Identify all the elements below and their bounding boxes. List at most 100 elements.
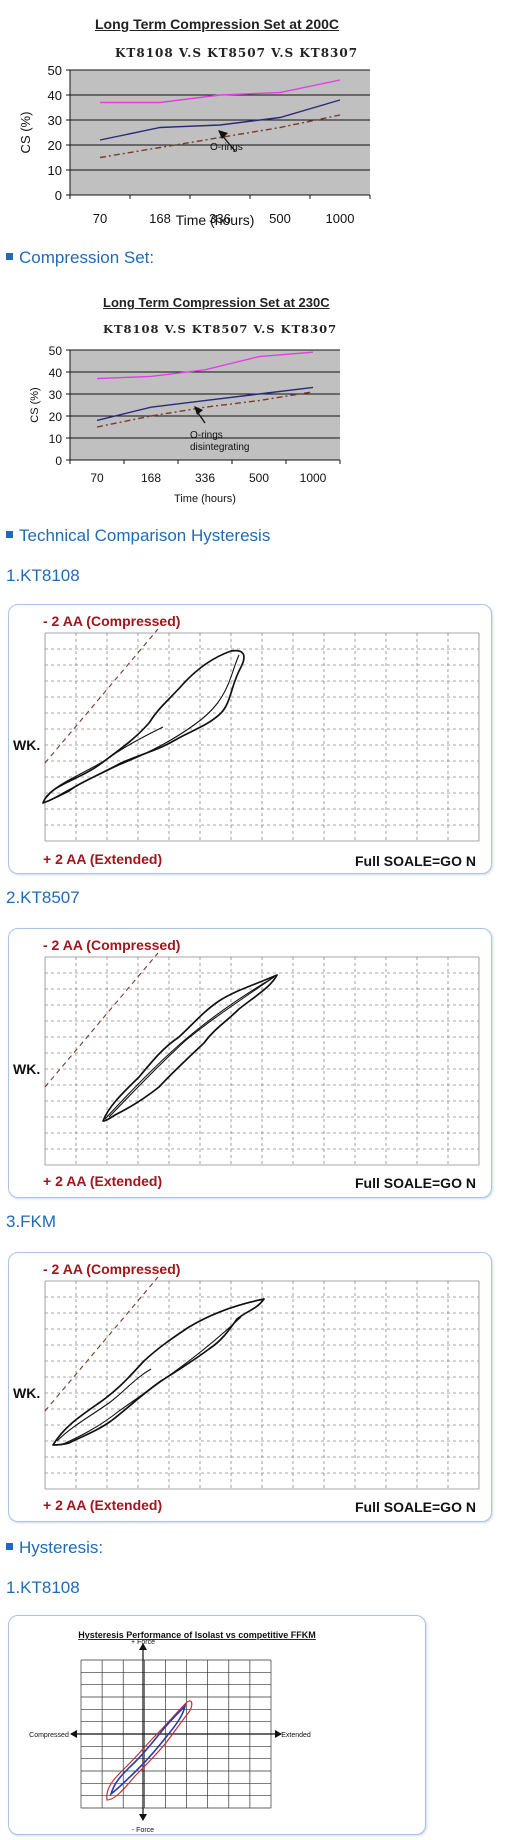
label-full-scale: Full SOALE=GO N [355,853,476,869]
heading-hysteresis-text: Hysteresis: [19,1538,104,1557]
x-tick-label: 500 [269,211,291,226]
hysteresis-panel-kt8507: - 2 AA (Compressed) WK. + 2 AA (Extended… [8,928,492,1198]
label-extended: + 2 AA (Extended) [43,1497,163,1513]
annotation-arrowhead [218,130,228,139]
chart-230c-subtitle: KT8108 V.S KT8507 V.S KT8307 [103,322,338,336]
chart-230c-title: Long Term Compression Set at 230C [103,295,330,310]
hysteresis-loop-inner [48,654,240,802]
x-tick-label: 70 [90,471,104,485]
axis-annotation: Extended [281,1732,311,1739]
hysteresis-loop-inner [108,976,275,1118]
y-tick-label: 10 [48,163,62,178]
hysteresis-loop-inner [60,1316,242,1446]
x-tick-label: 70 [93,211,107,226]
axis-annotation: + Force [131,1639,155,1646]
hysteresis-panel-fkm: - 2 AA (Compressed) WK. + 2 AA (Extended… [8,1252,492,1522]
heading-technical-comparison-text: Technical Comparison Hysteresis [19,526,271,545]
label-wk: WK. [13,737,41,753]
x-axis-label: Time (hours) [174,493,236,505]
annotation-arrowhead [194,406,203,415]
bullet-square-icon [6,531,13,539]
arrow-right-icon [275,1730,282,1738]
annotation-label: O-rings [210,142,243,153]
isolast-loop [109,1703,187,1797]
label-compressed: - 2 AA (Compressed) [43,937,181,953]
label-full-scale: Full SOALE=GO N [355,1499,476,1515]
y-tick-label: 10 [49,432,63,446]
chart-200c-title: Long Term Compression Set at 200C [95,16,340,32]
axis-annotation: - Force [132,1827,154,1834]
hysteresis-loop-outer [102,974,278,1122]
hysteresis-plot-fkm [44,1276,480,1490]
chart-230c: Long Term Compression Set at 230C KT8108… [0,280,420,510]
y-tick-label: 20 [49,410,63,424]
x-tick-label: 1000 [326,211,355,226]
x-tick-label: 336 [195,471,215,485]
heading-compression-set: Compression Set: [6,248,154,268]
y-tick-label: 40 [48,88,62,103]
y-tick-label: 20 [48,138,62,153]
hysteresis-performance-title: Hysteresis Performance of Isolast vs com… [78,1630,316,1640]
series-line-1 [96,386,314,422]
x-tick-label: 336 [209,211,231,226]
y-tick-label: 30 [49,388,63,402]
reference-dashed-line [44,952,159,1088]
label-compressed: - 2 AA (Compressed) [43,613,181,629]
series-line-1 [99,99,341,141]
ffkm-loop [106,1700,193,1801]
series-line-0 [96,351,314,380]
heading-item-kt8108-b: 1.KT8108 [6,1578,80,1597]
label-extended: + 2 AA (Extended) [43,851,163,867]
heading-hysteresis: Hysteresis: [6,1538,103,1558]
chart-200c: Long Term Compression Set at 200C KT8108… [0,0,400,245]
bullet-square-icon [6,253,13,261]
heading-compression-set-text: Compression Set: [19,248,155,267]
hysteresis-performance-panel: Hysteresis Performance of Isolast vs com… [8,1615,426,1835]
heading-item-kt8108: 1.KT8108 [6,566,80,585]
hysteresis-loop-outer [42,649,245,804]
annotation-label: disintegrating [190,442,249,453]
label-wk: WK. [13,1385,41,1401]
chart-200c-subtitle: KT8108 V.S KT8507 V.S KT8307 [115,46,359,60]
y-tick-label: 0 [55,454,62,468]
y-tick-label: 0 [55,188,62,203]
y-axis-label: CS (%) [29,387,41,422]
y-tick-label: 30 [48,113,62,128]
x-tick-label: 168 [149,211,171,226]
arrow-up-icon [139,1643,147,1650]
heading-item-fkm: 3.FKM [6,1212,57,1231]
hysteresis-plot-kt8108 [42,628,480,842]
hysteresis-loop-outer [52,1298,265,1446]
y-axis-label: CS (%) [18,112,33,154]
label-wk: WK. [13,1061,41,1077]
reference-dashed-line [44,628,159,764]
hysteresis-panel-kt8108: - 2 AA (Compressed) WK. + 2 AA (Extended… [8,604,492,874]
bullet-square-icon [6,1543,13,1551]
axis-annotation: Compressed [29,1732,69,1739]
heading-item-kt8507: 2.KT8507 [6,888,80,907]
label-compressed: - 2 AA (Compressed) [43,1261,181,1277]
y-tick-label: 50 [49,344,63,358]
plot-area [70,350,340,460]
y-tick-label: 50 [48,63,62,78]
x-axis-label: Time (hours) [176,212,255,228]
series-line-2 [99,114,341,159]
x-tick-label: 500 [249,471,269,485]
reference-dashed-line [44,1276,159,1412]
hysteresis-performance-plot: Hysteresis Performance of Isolast vs com… [29,1630,316,1834]
series-line-2 [96,391,314,428]
arrow-down-icon [139,1814,147,1821]
hysteresis-loop-inner [104,978,272,1120]
label-extended: + 2 AA (Extended) [43,1173,163,1189]
annotation-label: O-rings [190,430,223,441]
heading-technical-comparison: Technical Comparison Hysteresis [6,526,270,546]
chart-200c-plot: 0 10 20 30 40 50 70 168 336 500 1000 Time (hours) CS… [18,63,371,228]
x-tick-label: 168 [141,471,161,485]
label-full-scale: Full SOALE=GO N [355,1175,476,1191]
arrow-left-icon [70,1730,77,1738]
chart-230c-plot: 0 10 20 30 40 50 70 168 336 500 1000 Time (hours) CS… [29,344,341,505]
y-tick-label: 40 [49,366,63,380]
series-line-0 [100,79,341,104]
hysteresis-loop-inner [46,726,164,798]
x-tick-label: 1000 [300,471,327,485]
